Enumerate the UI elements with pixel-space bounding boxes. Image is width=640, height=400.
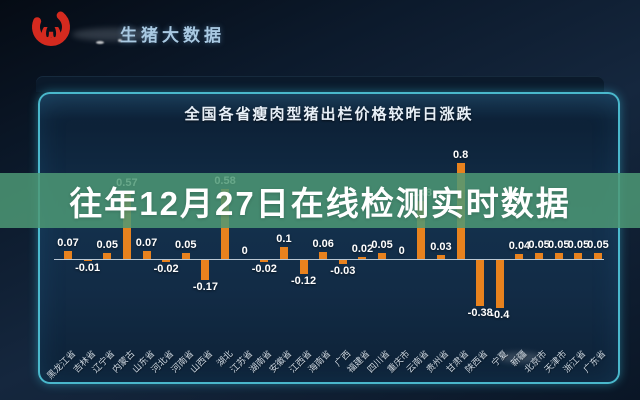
value-label: 0	[241, 245, 248, 257]
panel-title-strip	[40, 94, 618, 128]
value-label: 0.07	[135, 237, 158, 249]
bar-海南省	[319, 252, 328, 259]
bar-福建省	[358, 257, 367, 259]
overlay-banner: 往年12月27日在线检测实时数据	[0, 173, 640, 228]
bar-浙江省	[574, 253, 583, 259]
value-label: 0.05	[567, 239, 590, 251]
bar-山西省	[201, 260, 210, 280]
blurred-watermark	[72, 28, 158, 41]
bar-湖南省	[260, 260, 269, 262]
chart-title: 全国各省瘦肉型猪出栏价格较昨日涨跌	[184, 107, 474, 123]
bar-云南省	[417, 201, 426, 259]
bar-吉林省	[83, 260, 92, 261]
ticker-strip	[36, 76, 604, 92]
value-label: 0.03	[430, 241, 452, 253]
bar-贵州省	[436, 255, 445, 259]
value-label: 0.05	[175, 239, 197, 251]
value-label: 0.07	[57, 237, 79, 249]
logo-swirl-icon: ω	[32, 8, 70, 46]
value-label: 0.05	[371, 239, 393, 251]
value-label: 0.02	[351, 243, 374, 255]
value-label: -0.4	[490, 309, 510, 321]
overlay-banner-text: 往年12月27日在线检测实时数据	[69, 184, 571, 222]
price-change-chart-panel: 全国各省瘦肉型猪出栏价格较昨日涨跌 0.07 黑龙江省 -0.01 吉林省 0.05 辽宁…	[38, 92, 620, 384]
speck	[96, 41, 104, 44]
value-label: -0.02	[251, 263, 277, 275]
bar-广东省	[594, 253, 602, 259]
bar-河北省	[162, 260, 171, 262]
bar-广西	[338, 260, 347, 264]
speck	[118, 39, 122, 42]
value-label: 0.06	[312, 238, 334, 250]
brand-title: 生猪大数据	[120, 26, 225, 45]
value-label: 0.8	[452, 149, 469, 161]
value-label: -0.17	[192, 281, 218, 293]
value-label: 0.05	[587, 239, 609, 251]
value-label: 0.1	[276, 233, 292, 245]
value-label: 0.05	[528, 239, 550, 251]
bar-陕西省	[476, 260, 485, 306]
bar-江西省	[299, 260, 308, 274]
bar-河南省	[181, 253, 190, 259]
bar-天津市	[554, 253, 563, 259]
value-label: 0	[398, 245, 405, 257]
bar-北京市	[535, 253, 544, 259]
bar-新疆	[515, 254, 524, 259]
value-label: -0.38	[467, 307, 493, 319]
value-label: -0.02	[153, 263, 179, 275]
value-label: 0.05	[548, 239, 570, 251]
bar-黑龙江省	[64, 251, 72, 259]
value-label: 0.05	[96, 239, 118, 251]
value-label: 0.04	[508, 240, 531, 252]
x-axis-zero-line	[54, 259, 604, 260]
bar-安徽省	[279, 247, 288, 259]
value-label: -0.01	[75, 262, 101, 274]
bar-山东省	[142, 251, 151, 259]
value-label: -0.12	[291, 275, 317, 287]
pig-bigdata-logo: ω	[26, 4, 80, 54]
bar-四川省	[378, 253, 387, 259]
blurred-watermark	[498, 352, 542, 363]
svg-text:ω: ω	[41, 18, 62, 46]
value-label: -0.03	[330, 265, 356, 277]
bar-宁夏	[495, 260, 504, 308]
bar-辽宁省	[103, 253, 112, 259]
